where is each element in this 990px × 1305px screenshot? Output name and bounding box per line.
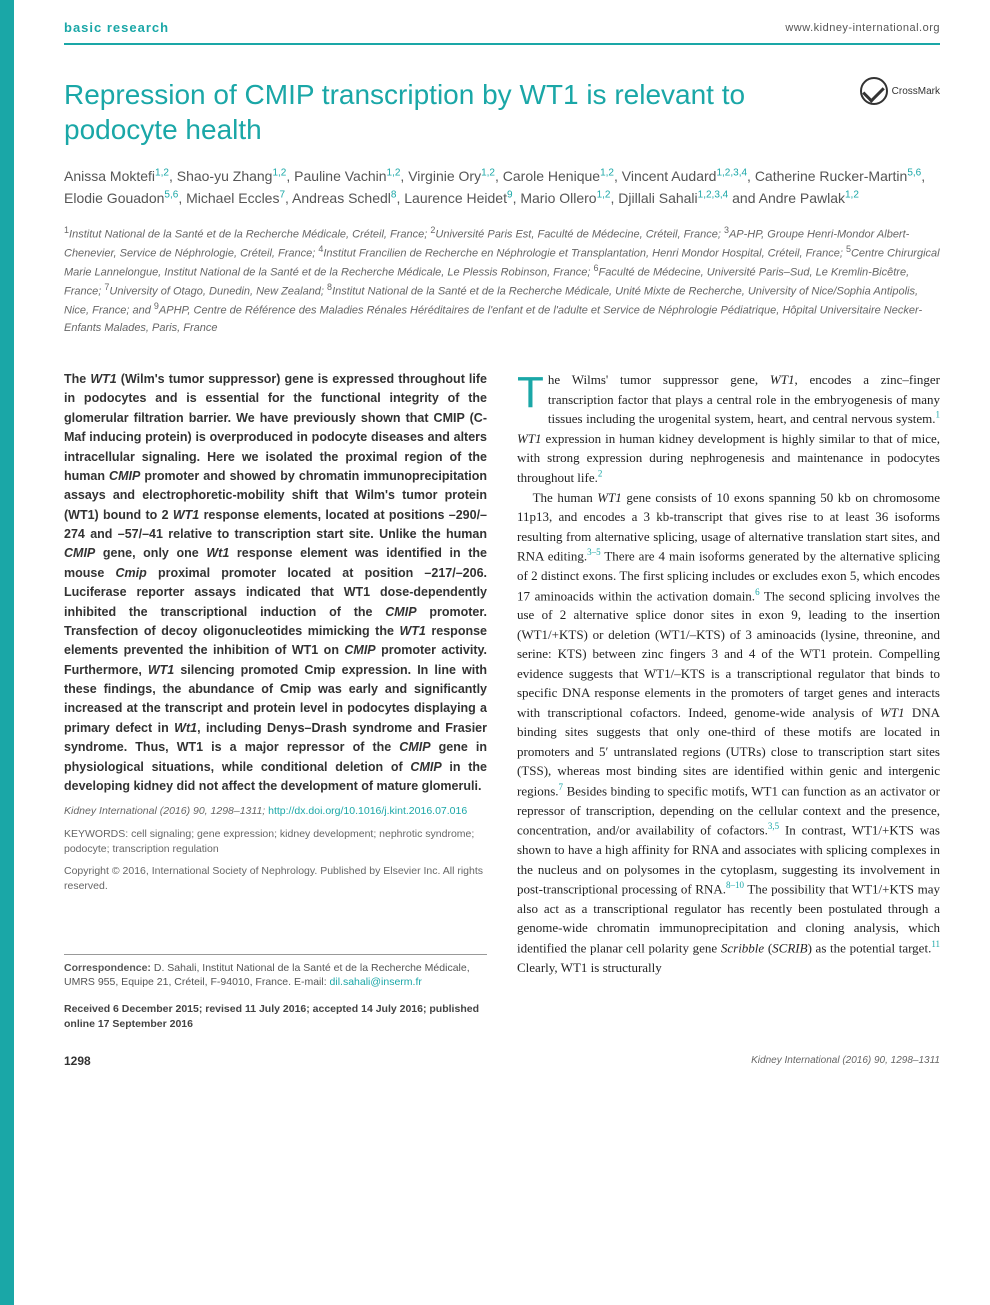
section-label: basic research (64, 20, 169, 35)
crossmark-label: CrossMark (892, 86, 940, 97)
page-number: 1298 (64, 1054, 91, 1068)
body-paragraph-1: The Wilms' tumor suppressor gene, WT1, e… (517, 370, 940, 488)
divider (64, 954, 487, 955)
two-column-layout: The WT1 (Wilm's tumor suppressor) gene i… (64, 370, 940, 1031)
dropcap: T (517, 370, 548, 411)
citation-text: Kidney International (2016) 90, 1298–131… (64, 805, 268, 817)
received-dates: Received 6 December 2015; revised 11 Jul… (64, 1002, 487, 1031)
journal-url[interactable]: www.kidney-international.org (785, 22, 940, 34)
keywords: KEYWORDS: cell signaling; gene expressio… (64, 827, 487, 856)
p1-text: he Wilms' tumor suppressor gene, WT1, en… (517, 372, 940, 485)
title-row: Repression of CMIP transcription by WT1 … (64, 77, 940, 147)
abstract: The WT1 (Wilm's tumor suppressor) gene i… (64, 370, 487, 796)
page-container: basic research www.kidney-international.… (0, 0, 990, 1108)
doi-link[interactable]: http://dx.doi.org/10.1016/j.kint.2016.07… (268, 805, 467, 817)
citation-line: Kidney International (2016) 90, 1298–131… (64, 804, 487, 819)
teal-sidebar-accent (0, 0, 14, 1305)
crossmark-badge[interactable]: CrossMark (860, 77, 940, 105)
footer-citation: Kidney International (2016) 90, 1298–131… (751, 1055, 940, 1066)
header-bar: basic research www.kidney-international.… (64, 0, 940, 45)
affiliations: 1Institut National de la Santé et de la … (64, 224, 940, 336)
article-title: Repression of CMIP transcription by WT1 … (64, 77, 860, 147)
page-footer: 1298 Kidney International (2016) 90, 129… (64, 1032, 940, 1068)
correspondence: Correspondence: D. Sahali, Institut Nati… (64, 961, 487, 990)
author-list: Anissa Moktefi1,2, Shao-yu Zhang1,2, Pau… (64, 165, 940, 210)
copyright: Copyright © 2016, International Society … (64, 864, 487, 893)
right-column: The Wilms' tumor suppressor gene, WT1, e… (517, 370, 940, 1031)
body-paragraph-2: The human WT1 gene consists of 10 exons … (517, 488, 940, 977)
crossmark-check-icon (860, 77, 888, 105)
left-column: The WT1 (Wilm's tumor suppressor) gene i… (64, 370, 487, 1031)
